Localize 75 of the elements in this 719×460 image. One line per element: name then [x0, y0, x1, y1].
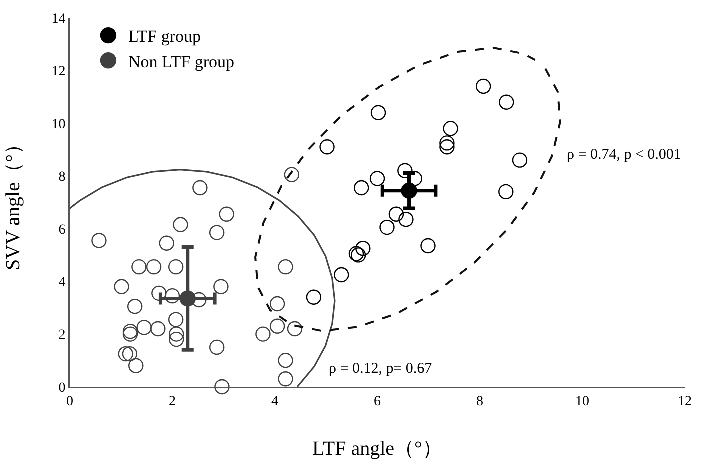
point: [168, 312, 184, 328]
y-tick-label: 12: [52, 64, 66, 80]
point: [214, 279, 229, 294]
point: [146, 259, 162, 275]
point: [398, 212, 414, 228]
point: [118, 346, 134, 362]
point: [169, 332, 184, 348]
line-series: [70, 169, 336, 387]
point: [440, 140, 455, 155]
point: [356, 241, 371, 256]
point: [420, 238, 436, 254]
y-tick-label: 14: [52, 12, 66, 27]
point: [192, 292, 207, 308]
point: [219, 206, 234, 222]
point: [380, 220, 395, 236]
point: [192, 180, 208, 196]
point: [209, 340, 225, 356]
point: [370, 171, 386, 186]
point: [122, 346, 138, 362]
point: [287, 321, 303, 337]
point: [136, 320, 152, 336]
point: [512, 152, 528, 168]
y-tick-label: 6: [58, 222, 66, 238]
point: [401, 182, 418, 199]
point: [278, 259, 294, 275]
y-tick-label: 8: [58, 170, 66, 186]
point: [306, 290, 322, 305]
point: [92, 233, 107, 248]
point: [440, 136, 455, 151]
x-tick-label: 8: [476, 394, 484, 410]
point: [270, 296, 286, 312]
point: [284, 167, 300, 182]
point: [476, 78, 492, 94]
point: [168, 259, 184, 275]
x-tick-label: 2: [169, 394, 176, 410]
y-tick-label: 0: [58, 380, 66, 396]
legend-label: LTF group: [128, 27, 202, 46]
point: [398, 163, 413, 178]
annotation: ρ = 0.12, p= 0.67: [329, 361, 433, 377]
point: [164, 288, 180, 304]
point: [388, 206, 404, 222]
y-tick-label: 4: [58, 275, 66, 290]
point: [152, 286, 167, 302]
point: [320, 140, 335, 155]
y-axis-title: SVV angle（°）: [2, 134, 24, 270]
annotation: ρ = 0.74, p < 0.001: [567, 147, 682, 163]
x-tick-label: 6: [374, 394, 381, 410]
point: [354, 180, 370, 196]
point: [150, 321, 166, 337]
point: [214, 379, 230, 395]
point: [499, 94, 514, 110]
point: [370, 105, 386, 120]
x-tick-label: 12: [678, 394, 692, 410]
y-tick-label: 10: [52, 117, 66, 132]
point: [173, 217, 188, 232]
y-tick-label: 2: [58, 328, 66, 344]
point: [270, 318, 286, 334]
point: [498, 184, 514, 200]
point: [159, 236, 174, 251]
point: [443, 121, 458, 136]
point: [114, 279, 130, 294]
point: [278, 371, 294, 387]
point: [169, 326, 184, 342]
point: [132, 259, 147, 275]
x-tick-label: 10: [576, 394, 590, 410]
point: [334, 267, 350, 283]
point: [127, 299, 143, 314]
point: [180, 290, 196, 307]
point: [128, 358, 144, 374]
x-tick-label: 4: [272, 394, 278, 410]
x-axis-title: LTF angle（°）: [312, 438, 443, 460]
point: [278, 353, 294, 368]
legend-label: Non LTF group: [128, 52, 235, 72]
point: [209, 225, 225, 240]
point: [256, 326, 271, 342]
